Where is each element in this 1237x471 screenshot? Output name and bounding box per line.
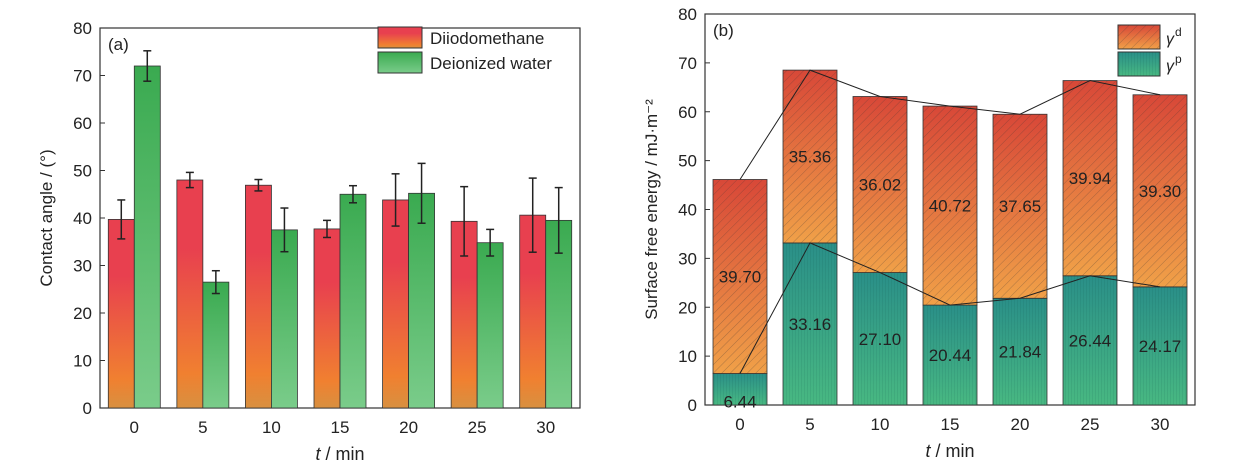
panel-label: (a) xyxy=(108,35,129,54)
x-tick-label: 10 xyxy=(871,415,890,434)
x-tick-label: 0 xyxy=(130,418,139,437)
bar-water xyxy=(408,192,435,409)
data-label-gamma-p: 20.44 xyxy=(929,346,972,365)
bar-diiodomethane xyxy=(382,199,409,409)
legend-label: Diiodomethane xyxy=(430,29,544,48)
bar-gamma-d-pattern xyxy=(993,114,1047,299)
y-axis-label: Surface free energy / mJ·m⁻² xyxy=(642,99,661,320)
bar-diiodomethane xyxy=(313,228,341,409)
legend-label-gamma-p: γ xyxy=(1166,58,1175,75)
bar-gamma-d-pattern xyxy=(1063,80,1117,276)
bar-water xyxy=(476,242,504,409)
data-label-gamma-d: 39.30 xyxy=(1139,182,1182,201)
x-tick-label: 30 xyxy=(536,418,555,437)
y-tick-label: 30 xyxy=(73,257,92,276)
gamma-p-line xyxy=(739,242,1161,374)
bar-gamma-p-pattern xyxy=(923,305,977,405)
legend-superscript-d: d xyxy=(1175,25,1182,39)
legend-label: Deionized water xyxy=(430,54,552,73)
data-label-gamma-p: 33.16 xyxy=(789,315,832,334)
y-tick-label: 70 xyxy=(73,67,92,86)
data-label-gamma-d: 39.94 xyxy=(1069,169,1112,188)
bar-water xyxy=(202,281,230,409)
y-tick-label: 80 xyxy=(73,19,92,38)
y-tick-label: 10 xyxy=(73,352,92,371)
legend-label-gamma-d: γ xyxy=(1166,31,1175,48)
data-label-gamma-d: 39.70 xyxy=(719,268,762,287)
x-tick-label: 10 xyxy=(262,418,281,437)
y-tick-label: 30 xyxy=(678,249,697,268)
y-tick-label: 50 xyxy=(73,162,92,181)
bar-gamma-d-pattern xyxy=(923,106,977,306)
y-tick-label: 50 xyxy=(678,152,697,171)
x-tick-label: 30 xyxy=(1151,415,1170,434)
y-tick-label: 40 xyxy=(73,209,92,228)
data-label-gamma-p: 21.84 xyxy=(999,343,1042,362)
y-tick-label: 20 xyxy=(73,304,92,323)
bar-gamma-d-pattern xyxy=(853,96,907,273)
x-tick-label: 25 xyxy=(1081,415,1100,434)
bar-water xyxy=(133,65,161,409)
bar-gamma-d-pattern xyxy=(713,179,767,374)
y-tick-label: 70 xyxy=(678,54,697,73)
data-label-gamma-p: 26.44 xyxy=(1069,331,1112,350)
legend-superscript-p: p xyxy=(1175,52,1182,66)
bar-diiodomethane xyxy=(176,179,204,409)
data-label-gamma-d: 35.36 xyxy=(789,148,832,167)
bar-gamma-p-pattern xyxy=(1063,275,1117,405)
x-tick-label: 5 xyxy=(805,415,814,434)
data-label-gamma-d: 36.02 xyxy=(859,176,902,195)
y-tick-label: 60 xyxy=(73,114,92,133)
y-tick-label: 40 xyxy=(678,201,697,220)
bar-gamma-p-pattern xyxy=(993,298,1047,405)
y-tick-label: 0 xyxy=(83,399,92,418)
bar-water xyxy=(339,193,367,409)
data-label-gamma-p: 6.44 xyxy=(723,392,756,411)
bar-gamma-p-pattern xyxy=(783,242,837,405)
y-axis-label: Contact angle / (°) xyxy=(37,149,56,286)
data-label-gamma-p: 24.17 xyxy=(1139,337,1182,356)
y-tick-label: 0 xyxy=(688,396,697,415)
legend-swatch xyxy=(377,51,423,74)
bar-water xyxy=(271,229,298,409)
bar-gamma-p-pattern xyxy=(1133,286,1187,405)
y-tick-label: 20 xyxy=(678,298,697,317)
bar-diiodomethane xyxy=(245,184,272,409)
y-tick-label: 10 xyxy=(678,347,697,366)
x-tick-label: 0 xyxy=(735,415,744,434)
bar-gamma-d-pattern xyxy=(1133,94,1187,287)
legend-swatch-pattern xyxy=(1118,25,1160,49)
x-axis-label: t / min xyxy=(925,441,974,461)
data-label-gamma-d: 37.65 xyxy=(999,197,1042,216)
total-line xyxy=(739,69,1161,180)
y-tick-label: 80 xyxy=(678,5,697,24)
y-tick-label: 60 xyxy=(678,103,697,122)
bar-gamma-p-pattern xyxy=(853,272,907,405)
x-tick-label: 20 xyxy=(1011,415,1030,434)
x-tick-label: 5 xyxy=(198,418,207,437)
legend-swatch-pattern xyxy=(1118,52,1160,76)
bar-diiodomethane xyxy=(107,219,135,409)
data-label-gamma-p: 27.10 xyxy=(859,330,902,349)
x-tick-label: 15 xyxy=(331,418,350,437)
data-label-gamma-d: 40.72 xyxy=(929,197,972,216)
x-tick-label: 25 xyxy=(468,418,487,437)
legend-swatch xyxy=(377,26,423,49)
bar-gamma-p-pattern xyxy=(713,373,767,405)
x-axis-label: t / min xyxy=(315,444,364,464)
x-tick-label: 15 xyxy=(941,415,960,434)
panel-label: (b) xyxy=(713,21,734,40)
x-tick-label: 20 xyxy=(399,418,418,437)
